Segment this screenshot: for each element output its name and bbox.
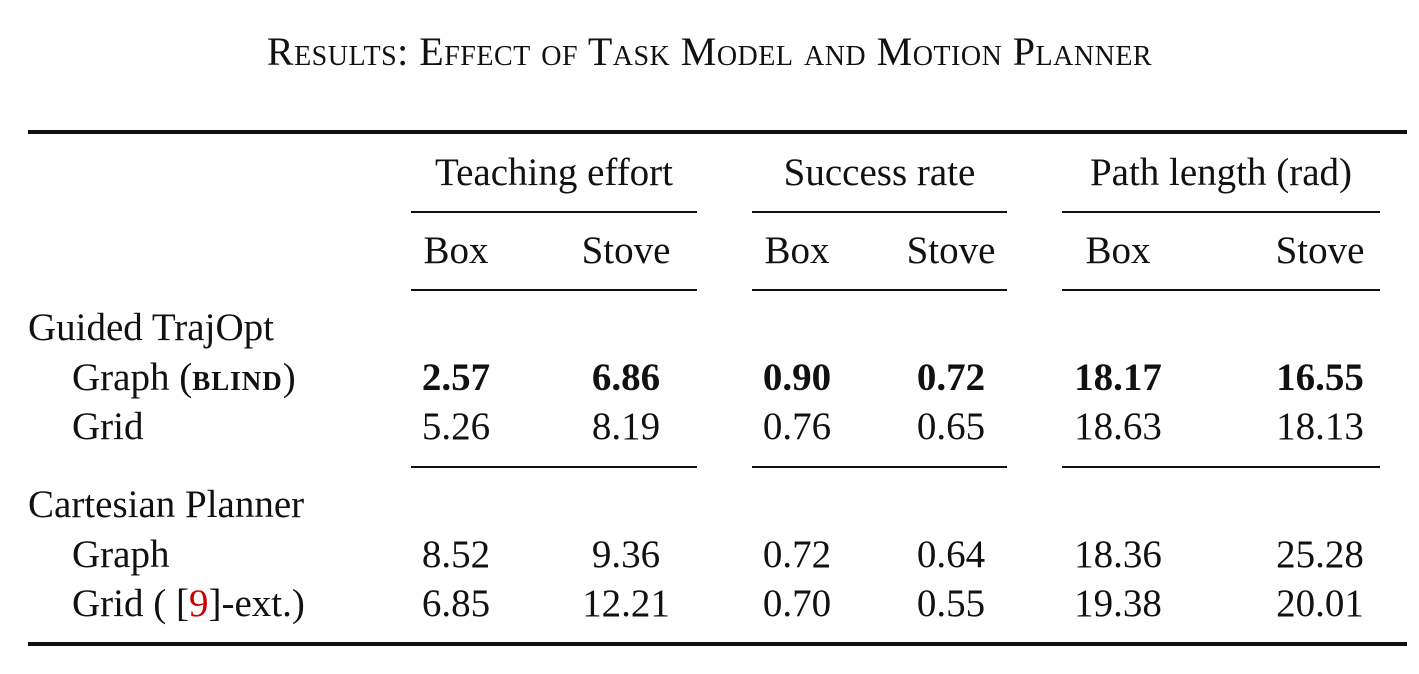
row-label: Graph — [72, 533, 170, 576]
subheader-box: Box — [764, 229, 830, 272]
table-cell: 6.85 — [421, 582, 491, 625]
table-caption: Results: Effect of Task Model and Motion… — [266, 29, 1153, 74]
table-cell: 0.64 — [916, 533, 986, 576]
header-path-length: Path length (rad) — [1089, 151, 1353, 194]
group-rule-teaching — [411, 211, 697, 213]
table-cell: 12.21 — [582, 582, 670, 625]
table-cell: 25.28 — [1276, 533, 1364, 576]
table-cell: 6.86 — [591, 356, 661, 399]
section-title: Guided TrajOpt — [28, 306, 274, 349]
table-cell: 5.26 — [421, 405, 491, 448]
table-cell: 18.36 — [1074, 533, 1162, 576]
table-cell: 9.36 — [591, 533, 661, 576]
table-cell: 2.57 — [421, 356, 491, 399]
row-label: Grid — [72, 405, 144, 448]
subheader-rule-teaching — [411, 289, 697, 291]
table-cell: 18.17 — [1074, 356, 1162, 399]
section-rule-path — [1062, 466, 1380, 468]
table-cell: 16.55 — [1276, 356, 1364, 399]
subheader-rule-path — [1062, 289, 1380, 291]
table-cell: 18.13 — [1276, 405, 1364, 448]
row-label-suffix: ) — [282, 356, 296, 399]
group-rule-success — [752, 211, 1007, 213]
subheader-stove: Stove — [1275, 229, 1365, 272]
group-rule-path — [1062, 211, 1380, 213]
header-teaching-effort: Teaching effort — [434, 151, 674, 194]
section-title: Cartesian Planner — [28, 483, 305, 526]
table-cell: 0.72 — [762, 533, 832, 576]
subheader-stove: Stove — [581, 229, 671, 272]
table-cell: 0.70 — [762, 582, 832, 625]
row-label: Graph (blind) — [72, 355, 296, 401]
subheader-box: Box — [1085, 229, 1151, 272]
subheader-stove: Stove — [906, 229, 996, 272]
subheader-rule-success — [752, 289, 1007, 291]
table-cell: 0.55 — [916, 582, 986, 625]
table-cell: 0.65 — [916, 405, 986, 448]
table-cell: 8.52 — [421, 533, 491, 576]
citation-link[interactable]: 9 — [188, 582, 209, 625]
row-label-prefix: Graph ( — [72, 356, 193, 399]
table-cell: 19.38 — [1074, 582, 1162, 625]
row-label-emphasis: blind — [192, 356, 283, 399]
row-label-prefix: Grid ( [ — [72, 582, 189, 625]
row-label: Grid ( [9]-ext.) — [72, 581, 305, 627]
subheader-box: Box — [423, 229, 489, 272]
table-cell: 0.76 — [762, 405, 832, 448]
header-success-rate: Success rate — [783, 151, 976, 194]
section-rule-success — [752, 466, 1007, 468]
table-cell: 0.90 — [762, 356, 832, 399]
top-rule — [28, 130, 1407, 134]
row-label-suffix: ]-ext.) — [208, 582, 305, 625]
table-cell: 20.01 — [1276, 582, 1364, 625]
section-rule-teaching — [411, 466, 697, 468]
table-cell: 18.63 — [1074, 405, 1162, 448]
table-cell: 0.72 — [916, 356, 986, 399]
bottom-rule — [28, 642, 1407, 646]
table-cell: 8.19 — [591, 405, 661, 448]
